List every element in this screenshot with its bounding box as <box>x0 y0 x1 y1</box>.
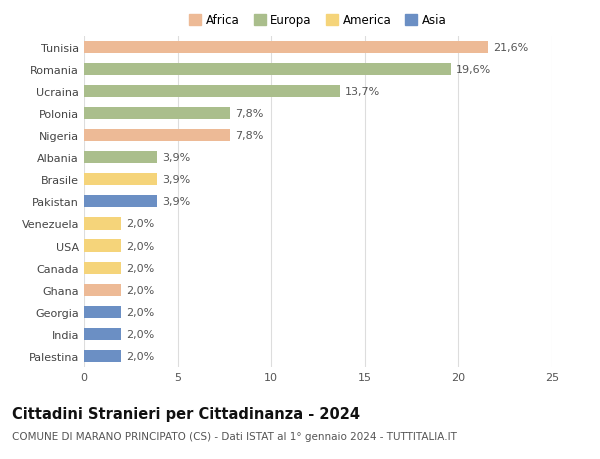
Text: 7,8%: 7,8% <box>235 131 263 141</box>
Bar <box>84 328 121 340</box>
Bar <box>84 218 121 230</box>
Text: 3,9%: 3,9% <box>161 197 190 207</box>
Bar <box>84 174 157 186</box>
Legend: Africa, Europa, America, Asia: Africa, Europa, America, Asia <box>185 10 451 32</box>
Text: 3,9%: 3,9% <box>161 153 190 163</box>
Bar <box>84 64 451 76</box>
Bar <box>84 240 121 252</box>
Text: 2,0%: 2,0% <box>126 263 154 273</box>
Text: 2,0%: 2,0% <box>126 219 154 229</box>
Text: COMUNE DI MARANO PRINCIPATO (CS) - Dati ISTAT al 1° gennaio 2024 - TUTTITALIA.IT: COMUNE DI MARANO PRINCIPATO (CS) - Dati … <box>12 431 457 442</box>
Text: 2,0%: 2,0% <box>126 307 154 317</box>
Bar <box>84 196 157 208</box>
Bar <box>84 108 230 120</box>
Bar <box>84 152 157 164</box>
Bar <box>84 350 121 362</box>
Text: 7,8%: 7,8% <box>235 109 263 119</box>
Text: 2,0%: 2,0% <box>126 351 154 361</box>
Text: 2,0%: 2,0% <box>126 285 154 295</box>
Bar <box>84 262 121 274</box>
Text: 2,0%: 2,0% <box>126 329 154 339</box>
Bar <box>84 42 488 54</box>
Text: 19,6%: 19,6% <box>455 65 491 75</box>
Text: 13,7%: 13,7% <box>345 87 380 97</box>
Bar <box>84 130 230 142</box>
Bar <box>84 86 340 98</box>
Text: 3,9%: 3,9% <box>161 175 190 185</box>
Text: 2,0%: 2,0% <box>126 241 154 251</box>
Bar <box>84 284 121 296</box>
Bar <box>84 306 121 318</box>
Text: 21,6%: 21,6% <box>493 43 528 53</box>
Text: Cittadini Stranieri per Cittadinanza - 2024: Cittadini Stranieri per Cittadinanza - 2… <box>12 406 360 421</box>
